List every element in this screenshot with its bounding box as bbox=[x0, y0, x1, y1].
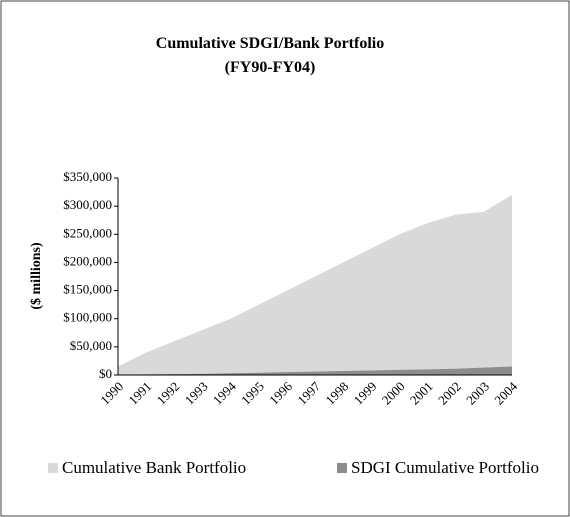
legend-label: SDGI Cumulative Portfolio bbox=[351, 458, 539, 477]
y-tick-label: $150,000 bbox=[63, 282, 112, 297]
area bbox=[118, 366, 512, 375]
y-tick-label: $50,000 bbox=[70, 338, 112, 353]
chart-title: Cumulative SDGI/Bank Portfolio bbox=[156, 35, 384, 52]
y-tick-label: $100,000 bbox=[63, 310, 112, 325]
y-tick-label: $300,000 bbox=[63, 197, 112, 212]
y-tick-label: $0 bbox=[99, 366, 112, 381]
y-tick-label: $250,000 bbox=[63, 225, 112, 240]
chart-subtitle: (FY90-FY04) bbox=[225, 59, 316, 76]
legend-swatch bbox=[48, 463, 58, 473]
legend-label: Cumulative Bank Portfolio bbox=[62, 458, 246, 477]
y-tick-label: $200,000 bbox=[63, 253, 112, 268]
legend-swatch bbox=[337, 463, 347, 473]
y-axis-label: ($ millions) bbox=[29, 242, 44, 310]
y-tick-label: $350,000 bbox=[63, 169, 112, 184]
area bbox=[118, 194, 512, 375]
